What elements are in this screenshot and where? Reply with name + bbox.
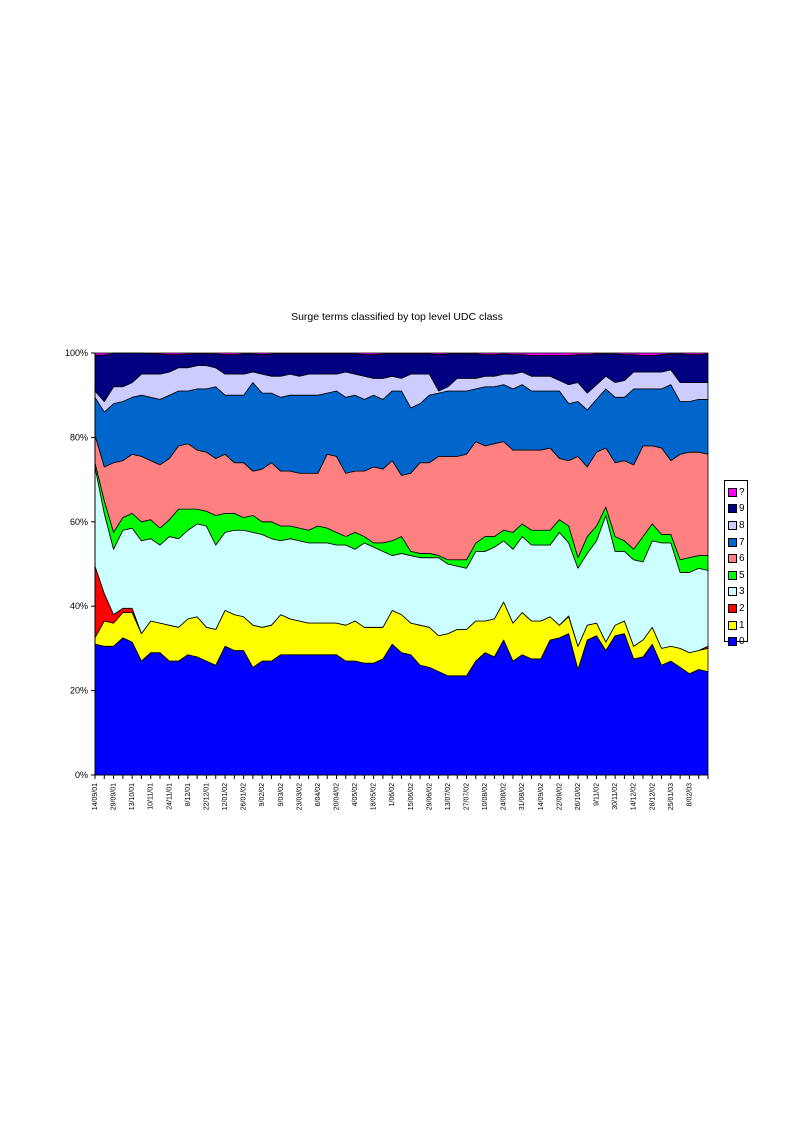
- area-series-unknown: [94, 352, 709, 356]
- legend-item: 8: [728, 517, 747, 534]
- legend-item: 7: [728, 534, 747, 551]
- x-tick-label: 14/09/02: [538, 783, 545, 810]
- legend-swatch: [728, 554, 737, 564]
- x-tick-label: 18/05/02: [371, 783, 378, 810]
- y-tick-label: 20%: [70, 686, 88, 696]
- x-tick-label: 1/06/02: [389, 783, 396, 806]
- legend-swatch: [728, 620, 737, 630]
- legend-label: 1: [739, 619, 745, 631]
- x-tick-label: 27/07/02: [464, 783, 471, 810]
- x-tick-label: 13/07/02: [445, 783, 452, 810]
- legend-label: 2: [739, 602, 745, 614]
- x-tick-label: 24/11/01: [166, 783, 173, 810]
- x-tick-label: 25/01/03: [668, 783, 675, 810]
- x-tick-label: 6/04/02: [315, 783, 322, 806]
- legend-item: 6: [728, 550, 747, 567]
- x-tick-label: 4/05/02: [352, 783, 359, 806]
- legend-swatch: [728, 637, 737, 647]
- x-tick-label: 12/01/02: [222, 783, 229, 810]
- legend-label: 3: [739, 586, 745, 598]
- plot-areas: [94, 352, 709, 776]
- legend-item: ?: [728, 484, 747, 501]
- legend-item: 2: [728, 600, 747, 617]
- x-tick-label: 8/02/03: [686, 783, 693, 806]
- x-tick-label: 14/09/01: [92, 783, 99, 810]
- x-tick-label: 9/02/02: [259, 783, 266, 806]
- chart-title: Surge terms classified by top level UDC …: [291, 311, 503, 323]
- legend-swatch: [728, 504, 737, 514]
- y-tick-label: 80%: [70, 432, 88, 442]
- legend-item: 9: [728, 501, 747, 518]
- x-tick-label: 26/10/02: [575, 783, 582, 810]
- x-tick-label: 29/06/02: [426, 783, 433, 810]
- x-tick-label: 14/12/02: [631, 783, 638, 810]
- legend-item: 3: [728, 584, 747, 601]
- legend-label: 7: [739, 536, 745, 548]
- axes: 0% 20% 40% 60% 80% 100% 14/09/01 29/09/01 13/10/…: [65, 348, 709, 810]
- legend-item: 5: [728, 567, 747, 584]
- legend-label: ?: [739, 486, 745, 498]
- y-tick-label: 100%: [65, 348, 88, 358]
- x-tick-label: 20/04/02: [333, 783, 340, 810]
- x-tick-label: 10/11/01: [148, 783, 155, 810]
- y-tick-label: 60%: [70, 517, 88, 527]
- x-tick-label: 15/06/02: [408, 783, 415, 810]
- legend-label: 5: [739, 569, 745, 581]
- chart-legend: ? 9 8 7 6 5 3 2 1 0: [724, 480, 748, 647]
- x-tick-label: 8/12/01: [185, 783, 192, 806]
- x-tick-label: 9/11/02: [594, 783, 601, 806]
- x-tick-label: 24/08/02: [501, 783, 508, 810]
- x-tick-label: 22/09/02: [556, 783, 563, 810]
- legend-swatch: [728, 487, 737, 497]
- legend-label: 0: [739, 636, 745, 648]
- y-tick-label: 40%: [70, 601, 88, 611]
- legend-swatch: [728, 587, 737, 597]
- legend-label: 8: [739, 519, 745, 531]
- x-tick-label: 23/03/02: [296, 783, 303, 810]
- x-tick-label: 10/08/02: [482, 783, 489, 810]
- legend-item: 0: [728, 633, 747, 650]
- x-tick-label: 22/12/01: [203, 783, 210, 810]
- legend-swatch: [728, 520, 737, 530]
- x-tick-label: 30/11/02: [612, 783, 619, 810]
- legend-label: 9: [739, 503, 745, 515]
- x-tick-label: 26/01/02: [241, 783, 248, 810]
- legend-swatch: [728, 570, 737, 580]
- y-tick-label: 0%: [75, 770, 88, 780]
- x-tick-label: 13/10/01: [129, 783, 136, 810]
- x-tick-label: 28/12/02: [649, 783, 656, 810]
- legend-swatch: [728, 603, 737, 613]
- legend-swatch: [728, 537, 737, 547]
- legend-label: 6: [739, 553, 745, 565]
- x-tick-label: 29/09/01: [111, 783, 118, 810]
- x-tick-label: 31/08/02: [519, 783, 526, 810]
- legend-item: 1: [728, 617, 747, 634]
- x-tick-label: 9/03/02: [278, 783, 285, 806]
